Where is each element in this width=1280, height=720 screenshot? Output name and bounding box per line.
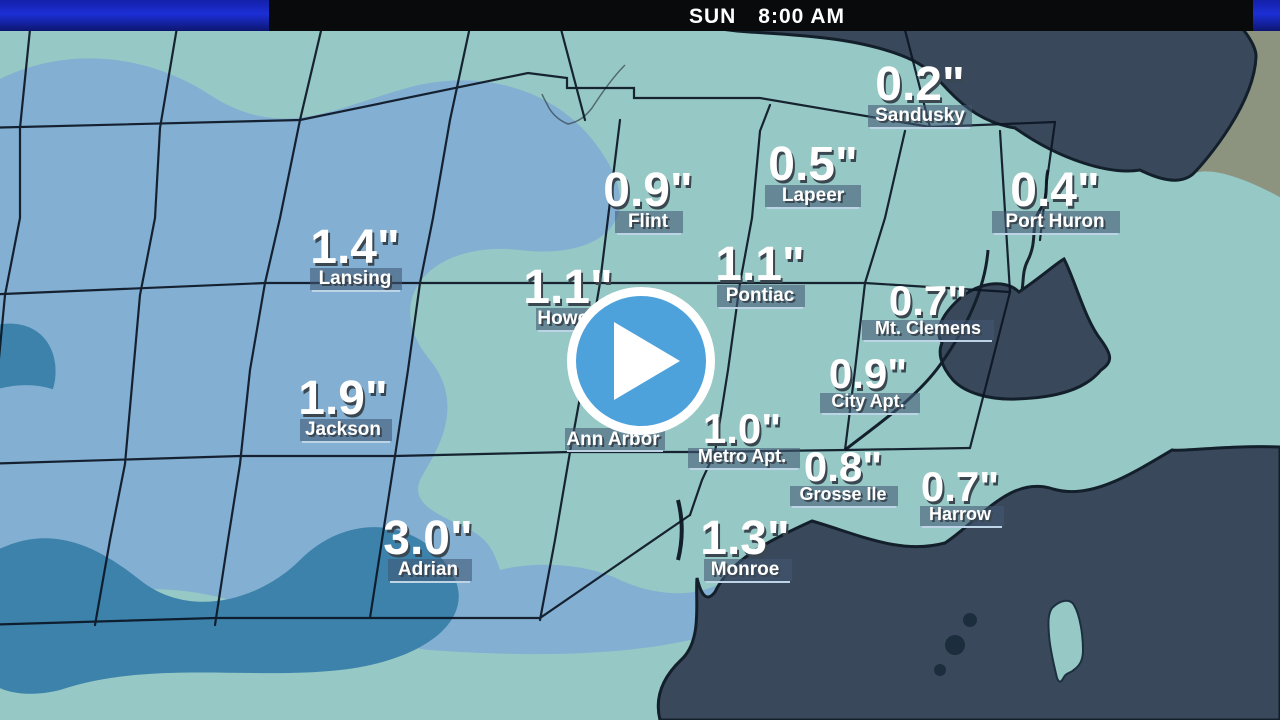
- svg-text:Sandusky: Sandusky: [875, 105, 965, 126]
- svg-text:Grosse Ile: Grosse Ile: [799, 484, 886, 504]
- svg-text:Lapeer: Lapeer: [782, 185, 845, 206]
- svg-text:0.4": 0.4": [1010, 164, 1099, 217]
- svg-text:Pontiac: Pontiac: [726, 285, 795, 306]
- svg-text:City Apt.: City Apt.: [831, 391, 904, 411]
- svg-text:1.1": 1.1": [523, 261, 612, 314]
- svg-text:1.3": 1.3": [700, 512, 789, 565]
- svg-text:Lansing: Lansing: [319, 268, 392, 289]
- svg-text:0.8": 0.8": [804, 443, 882, 490]
- svg-text:1.4": 1.4": [310, 221, 399, 274]
- svg-text:Mt. Clemens: Mt. Clemens: [875, 318, 981, 338]
- svg-text:Port Huron: Port Huron: [1005, 211, 1104, 232]
- svg-text:3.0": 3.0": [383, 512, 472, 565]
- svg-text:1.0": 1.0": [703, 405, 781, 452]
- svg-text:0.9": 0.9": [829, 350, 907, 397]
- svg-text:0.2": 0.2": [875, 58, 964, 111]
- svg-text:Jackson: Jackson: [305, 419, 381, 440]
- svg-text:Howell: Howell: [537, 308, 598, 329]
- svg-text:Ann Arbor: Ann Arbor: [566, 429, 660, 450]
- svg-text:0.7": 0.7": [921, 463, 999, 510]
- svg-text:1.9": 1.9": [298, 372, 387, 425]
- svg-text:Harrow: Harrow: [929, 504, 992, 524]
- svg-text:Metro Apt.: Metro Apt.: [698, 446, 786, 466]
- svg-text:Monroe: Monroe: [711, 559, 780, 580]
- svg-text:0.9": 0.9": [603, 164, 692, 217]
- svg-text:0.5": 0.5": [768, 138, 857, 191]
- svg-text:Flint: Flint: [628, 211, 669, 232]
- svg-text:0.7": 0.7": [889, 277, 967, 324]
- svg-text:1.1": 1.1": [715, 238, 804, 291]
- svg-text:Adrian: Adrian: [398, 559, 458, 580]
